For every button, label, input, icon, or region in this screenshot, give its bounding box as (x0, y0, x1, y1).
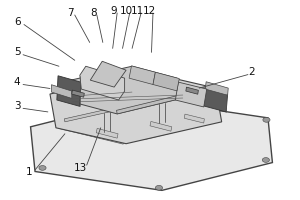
Polygon shape (72, 90, 84, 97)
Polygon shape (204, 88, 228, 112)
Polygon shape (153, 72, 179, 91)
Text: 7: 7 (68, 8, 74, 18)
Text: 1: 1 (26, 167, 32, 177)
Polygon shape (96, 128, 118, 138)
Text: 3: 3 (14, 101, 20, 111)
Polygon shape (52, 85, 72, 98)
Polygon shape (50, 72, 222, 144)
Polygon shape (57, 76, 81, 106)
Polygon shape (117, 94, 183, 114)
Text: 13: 13 (74, 163, 87, 173)
Text: 2: 2 (248, 67, 255, 77)
Polygon shape (186, 87, 198, 94)
Text: 8: 8 (90, 8, 97, 18)
Polygon shape (64, 87, 207, 122)
Circle shape (39, 166, 46, 170)
Polygon shape (176, 82, 207, 107)
Polygon shape (143, 120, 210, 140)
Polygon shape (31, 99, 272, 190)
Polygon shape (205, 82, 228, 95)
Text: 4: 4 (14, 77, 20, 87)
Polygon shape (150, 121, 172, 131)
Circle shape (155, 185, 163, 190)
Polygon shape (184, 114, 204, 123)
Polygon shape (90, 61, 126, 87)
Polygon shape (75, 121, 145, 140)
Text: 12: 12 (143, 6, 156, 16)
Text: 9: 9 (110, 6, 117, 16)
Text: 10: 10 (119, 6, 133, 16)
Circle shape (262, 158, 269, 162)
Text: 6: 6 (15, 17, 21, 27)
Polygon shape (60, 125, 124, 144)
Polygon shape (129, 66, 155, 85)
Text: 5: 5 (14, 47, 20, 57)
Circle shape (263, 117, 270, 122)
Polygon shape (80, 66, 124, 100)
Polygon shape (66, 66, 183, 114)
Text: 11: 11 (131, 6, 144, 16)
Polygon shape (124, 118, 216, 141)
